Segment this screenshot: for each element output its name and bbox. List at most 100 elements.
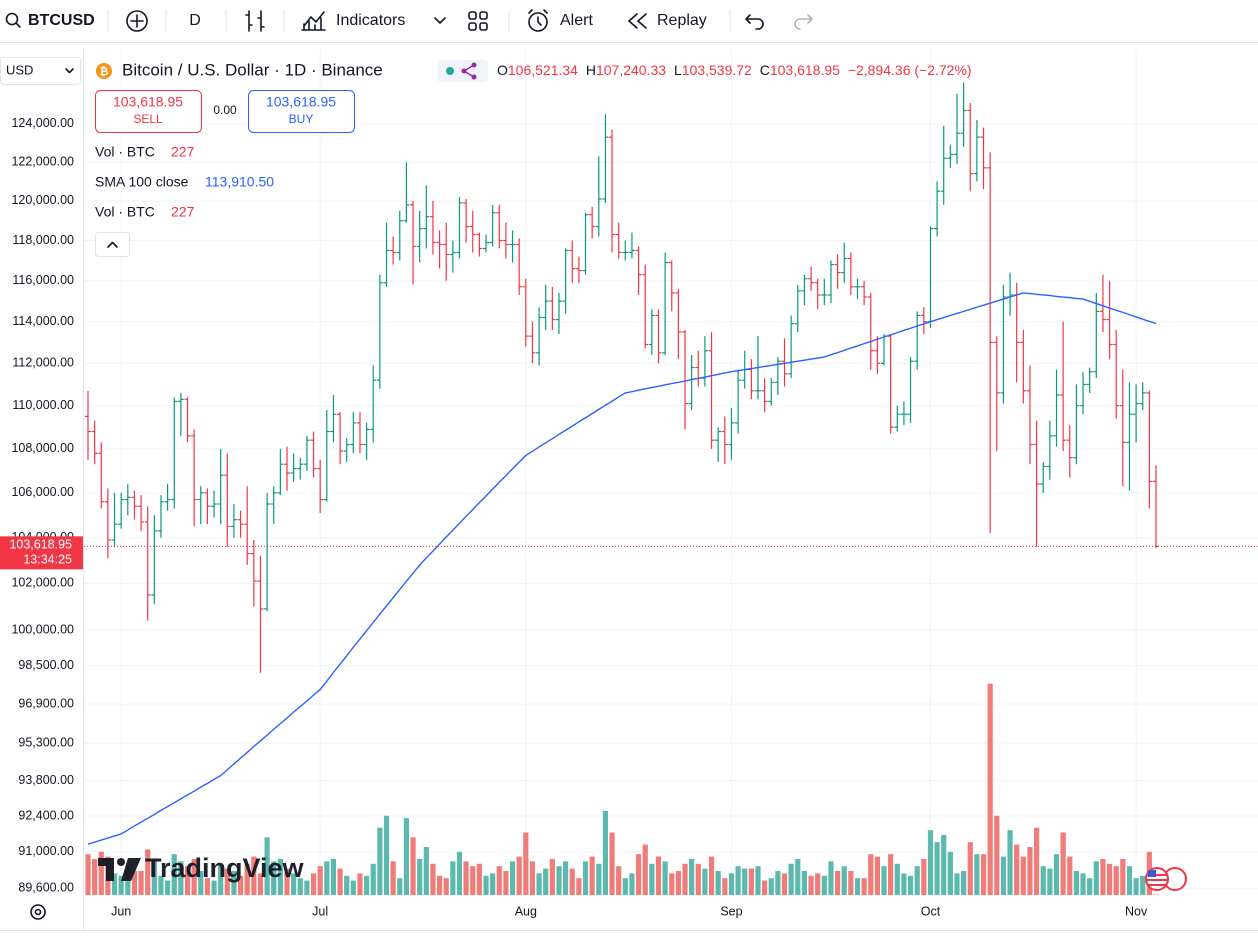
ohlc-bar [224,453,231,547]
ohlc-bar [721,416,728,465]
buy-button[interactable]: 103,618.95 BUY [248,90,355,133]
alert-label: Alert [560,12,593,29]
ohlc-bar [104,488,111,559]
volume-bar [775,870,781,895]
coin-icon [96,63,112,79]
change-value: −2,894.36 (−2.72%) [848,62,972,78]
ohlc-bar [947,144,954,168]
volume-bar [556,866,562,895]
ohlc-bar [383,222,390,287]
volume-bar [377,827,383,895]
ohlc-bar [728,407,735,460]
volume-bar [1020,856,1026,895]
volume-bar [821,875,827,895]
ohlc-bar [138,495,145,531]
volume-bar [410,837,416,895]
layouts-button[interactable] [468,11,488,31]
spread: 0.00 [213,103,237,117]
indicator-value: 113,910.50 [205,174,274,190]
ohlc-bar [151,515,158,605]
volume-bar [649,863,655,895]
ohlc-bar [675,288,682,360]
market-open-dot [446,67,454,75]
ohlc-bar [98,442,105,509]
sell-button[interactable]: 103,618.95 SELL [95,90,202,133]
redo-button[interactable] [794,14,813,30]
ohlc-bar [715,427,722,463]
volume-bar [1073,870,1079,895]
volume-bar [218,866,224,895]
volume-bar [1080,873,1086,895]
y-tick-label: 120,000.00 [11,193,74,207]
x-tick-label: Oct [921,904,941,918]
ohlc-bar [376,274,383,389]
replay-button[interactable]: Replay [628,12,707,29]
ohlc-bar [416,210,423,263]
indicator-name: Vol · BTC [95,144,155,160]
ohlc-bar [801,274,808,306]
ohlc-bar [250,539,257,607]
ohlc-bar [496,204,503,249]
settings-button[interactable] [30,904,46,920]
indicator-value: 227 [171,144,195,160]
close-key: C [760,62,770,78]
indicators-button[interactable]: Indicators [301,11,446,31]
volume-bar [277,858,283,895]
symbol-search[interactable]: BTCUSD [5,12,95,29]
volume-bar [204,878,211,895]
ohlc-bar [157,495,164,538]
alert-button[interactable]: Alert [528,9,593,32]
volume-bar [145,849,151,895]
volume-bar [503,870,509,895]
ohlc-bar [171,397,178,509]
volume-bar [994,815,1000,895]
current-price-box [0,536,83,570]
chevron [434,17,446,24]
ohlc-bar [164,484,171,511]
ohlc-bar [423,185,430,249]
volume-bar [635,854,642,895]
volume-bar [589,856,595,895]
ohlc-bar [993,336,1000,452]
ohlc-bar [761,378,768,413]
volume-bar [131,870,138,895]
ohlc-bar [237,510,244,538]
x-tick-label: Sep [720,904,742,918]
volume-bar [370,863,376,895]
volume-bar [629,873,635,895]
ohlc-bar [118,492,125,529]
volume-bar [211,880,217,895]
volume-bar [708,856,715,895]
ohlc-bar [668,260,675,312]
plus-icon [126,10,148,32]
bar-style-button[interactable] [245,10,265,32]
y-tick-label: 108,000.00 [11,441,74,455]
volume-bar [403,818,410,895]
ohlc-bar [562,248,569,314]
ohlc-bar [403,162,410,223]
volume-bar [463,861,469,895]
volume-bar [543,868,549,895]
sma-line [87,292,1157,845]
ohlc-bar [337,412,344,465]
volume-bar [748,868,754,895]
low-value: 103,539.72 [682,62,752,78]
events-flags[interactable] [1145,867,1187,891]
currency-select[interactable]: USD [0,57,81,85]
ohlc-bar [536,307,543,366]
interval[interactable]: D [189,12,201,29]
ohlc-bar [967,103,974,192]
ohlc-bar [642,264,649,349]
volume-bar [582,861,589,895]
volume-bar [1000,856,1007,895]
undo-button[interactable] [745,14,764,30]
volume-layer [85,683,1159,895]
compare-button[interactable] [126,10,148,32]
volume-bar [509,861,516,895]
volume-bar [1053,854,1060,895]
volume-bar [695,863,701,895]
collapse-button[interactable] [95,232,130,257]
volume-bar [801,870,808,895]
ohlc-values: O106,521.34 H107,240.33 L103,539.72 C103… [497,62,972,78]
